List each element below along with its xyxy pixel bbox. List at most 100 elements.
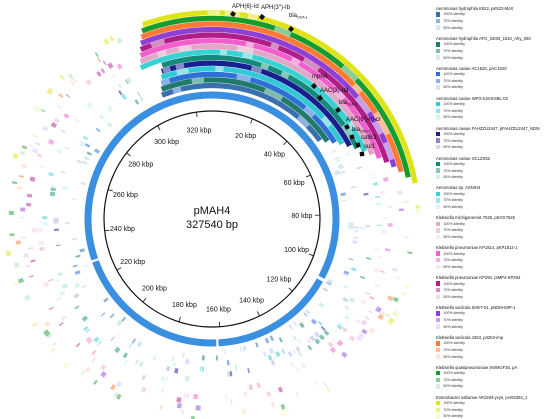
legend-swatch xyxy=(436,48,441,54)
homology-hit xyxy=(12,152,19,160)
homology-gap xyxy=(178,44,192,53)
legend-title: Aeromonas caviae WP3-S18-ESBL-02 xyxy=(436,95,508,101)
homology-hit xyxy=(368,310,374,314)
homology-hit xyxy=(117,83,123,89)
homology-hit xyxy=(75,254,81,258)
homology-ring xyxy=(139,49,368,153)
homology-hit xyxy=(331,338,337,344)
legend-swatch xyxy=(436,138,441,143)
homology-gap xyxy=(302,57,321,72)
homology-hit xyxy=(36,153,43,158)
homology-hit xyxy=(392,296,399,303)
legend-label: 100% identity xyxy=(443,191,465,196)
tick-label: 40 kbp xyxy=(264,152,285,159)
homology-hit xyxy=(91,357,96,363)
reference-circle xyxy=(103,110,321,328)
legend-label: 100% identity xyxy=(443,341,465,346)
legend-label: 50% identity xyxy=(443,25,463,30)
homology-hit xyxy=(337,163,344,169)
legend-row: 100% identity xyxy=(436,310,550,316)
homology-hit xyxy=(317,320,323,326)
homology-hit xyxy=(94,52,99,58)
homology-hit xyxy=(44,320,51,328)
homology-hit xyxy=(336,339,344,347)
homology-ring xyxy=(141,10,418,184)
plasmid-length: 327540 bp xyxy=(186,219,238,231)
homology-hit xyxy=(33,105,41,113)
homology-hit xyxy=(32,148,39,154)
homology-gap xyxy=(236,73,252,83)
homology-hit xyxy=(81,160,88,165)
tick-mark xyxy=(308,253,314,257)
legend-row: 70% identity xyxy=(436,317,550,323)
homology-hit xyxy=(184,375,190,382)
homology-hit xyxy=(313,331,320,338)
tick-layer: 20 kbp 40 kbp 60 kbp 80 kbp 100 kbp 120 kbp 14… xyxy=(104,112,320,327)
legend-swatch xyxy=(436,317,441,323)
gene-marker xyxy=(287,25,295,33)
legend-swatch xyxy=(436,115,441,120)
homology-hit xyxy=(176,402,182,409)
gene-marker xyxy=(334,106,342,114)
homology-gap xyxy=(263,87,278,98)
tick-mark xyxy=(256,311,260,317)
legend-group: Klebsiella quasipneumoniae SWMUF35, pA 10… xyxy=(436,365,550,390)
homology-hit xyxy=(360,299,367,306)
legend-label: 100% identity xyxy=(443,251,465,256)
tick-label: 300 kbp xyxy=(154,139,179,146)
homology-hit xyxy=(75,342,81,348)
homology-hit xyxy=(86,337,93,345)
legend-group: Aeromonas sp. ASNIH4 100% identity 70% ide… xyxy=(436,185,550,210)
legend-label: 70% identity xyxy=(443,318,463,323)
legend-group: Klebsiella variicola 4253, p4253-imp 100%… xyxy=(436,335,550,360)
legend-row: 50% identity xyxy=(436,204,550,210)
homology-hit xyxy=(63,361,70,369)
homology-hit xyxy=(90,349,97,356)
legend-row: 100% identity xyxy=(436,101,550,107)
homology-hit xyxy=(97,57,102,63)
homology-hit xyxy=(336,324,343,330)
legend-row: 70% identity xyxy=(436,48,550,54)
homology-hit xyxy=(348,297,355,304)
legend-label: 70% identity xyxy=(443,108,463,113)
legend-label: 70% identity xyxy=(443,228,463,233)
homology-gap xyxy=(355,95,372,115)
homology-hit xyxy=(17,277,25,284)
backbone-segment xyxy=(211,91,340,279)
homology-hit xyxy=(76,159,82,164)
legend-row: 100% identity xyxy=(436,71,550,77)
homology-hit xyxy=(32,134,38,139)
homology-gap xyxy=(346,121,355,131)
tick-mark xyxy=(288,287,293,292)
homology-hit xyxy=(97,340,102,346)
legend-row: 50% identity xyxy=(436,84,550,90)
legend-row: 50% identity xyxy=(436,25,550,31)
homology-hit xyxy=(92,350,97,356)
homology-hit xyxy=(345,152,351,157)
homology-hit xyxy=(292,321,298,327)
homology-hit xyxy=(295,391,299,398)
homology-hit xyxy=(128,342,133,348)
homology-hit xyxy=(109,313,115,319)
homology-hit xyxy=(110,384,116,391)
legend-row: 50% identity xyxy=(436,54,550,60)
legend-row: 50% identity xyxy=(436,383,550,389)
homology-hit xyxy=(61,283,69,290)
homology-hit xyxy=(115,380,123,388)
legend-row: 70% identity xyxy=(436,347,550,353)
legend-label: 100% identity xyxy=(443,102,465,107)
legend-swatch xyxy=(436,191,441,197)
homology-gap xyxy=(303,105,316,118)
homology-hit xyxy=(32,322,38,327)
homology-hit xyxy=(84,142,91,148)
homology-hit xyxy=(277,386,284,393)
homology-hit xyxy=(57,271,64,277)
legend-swatch xyxy=(436,347,441,353)
tick-label: 80 kbp xyxy=(291,213,312,220)
homology-hit xyxy=(59,74,65,80)
homology-hit xyxy=(322,287,328,292)
legend-swatch xyxy=(436,258,441,263)
gene-marker xyxy=(349,134,355,140)
homology-hit xyxy=(100,312,106,317)
gene-marker xyxy=(359,151,365,157)
